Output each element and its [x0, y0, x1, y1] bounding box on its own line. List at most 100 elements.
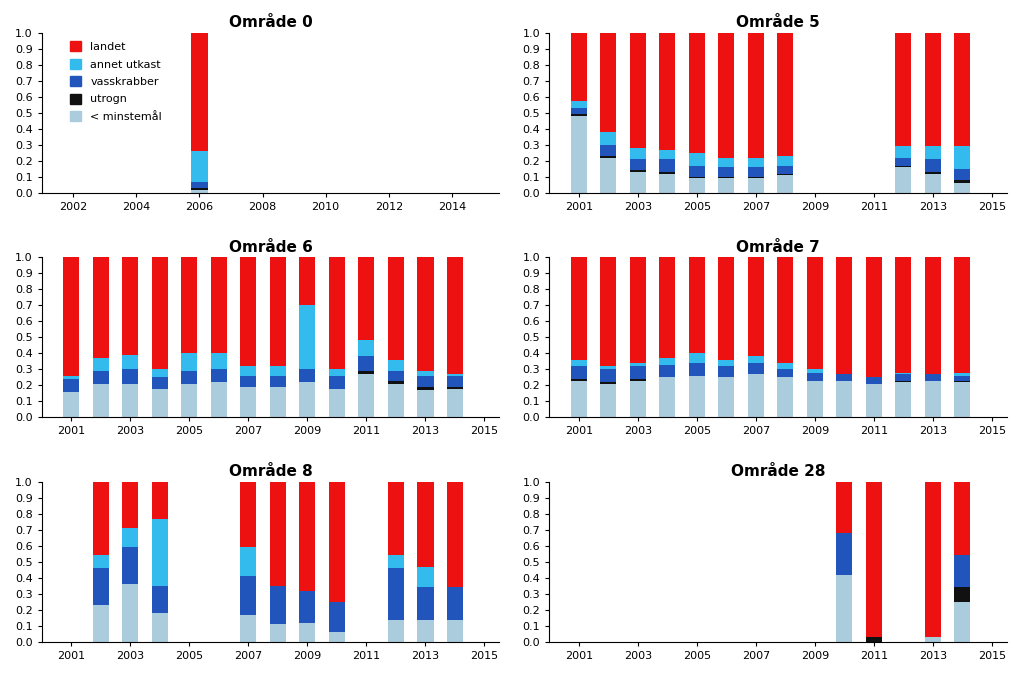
Bar: [600, 369, 616, 382]
Bar: [688, 257, 705, 354]
Bar: [600, 145, 616, 156]
Bar: [865, 384, 882, 417]
Bar: [837, 533, 852, 575]
Bar: [190, 189, 208, 193]
Bar: [181, 354, 198, 371]
Bar: [925, 482, 941, 637]
Bar: [241, 614, 256, 642]
Bar: [570, 360, 587, 366]
Bar: [954, 32, 971, 146]
Bar: [446, 387, 463, 389]
Bar: [358, 371, 375, 374]
Bar: [417, 587, 433, 619]
Bar: [954, 556, 971, 587]
Bar: [122, 584, 138, 642]
Bar: [954, 381, 971, 382]
Bar: [600, 382, 616, 384]
Bar: [600, 32, 616, 132]
Bar: [570, 379, 587, 381]
Bar: [600, 366, 616, 369]
Bar: [93, 569, 109, 605]
Bar: [211, 369, 227, 382]
Bar: [241, 387, 256, 417]
Bar: [299, 306, 315, 369]
Bar: [241, 482, 256, 548]
Bar: [837, 374, 852, 381]
Bar: [570, 257, 587, 360]
Bar: [329, 376, 345, 389]
Bar: [181, 371, 198, 384]
Bar: [570, 366, 587, 379]
Bar: [925, 159, 941, 172]
Bar: [954, 382, 971, 417]
Bar: [718, 32, 734, 158]
Bar: [299, 623, 315, 642]
Bar: [777, 257, 794, 363]
Bar: [630, 32, 646, 148]
Bar: [865, 482, 882, 637]
Bar: [122, 528, 138, 548]
Bar: [718, 178, 734, 193]
Bar: [446, 587, 463, 619]
Bar: [152, 482, 168, 518]
Bar: [895, 382, 911, 417]
Bar: [954, 180, 971, 183]
Bar: [718, 377, 734, 417]
Bar: [388, 482, 404, 556]
Bar: [895, 372, 911, 374]
Bar: [93, 371, 109, 384]
Bar: [954, 482, 971, 556]
Bar: [211, 354, 227, 369]
Bar: [837, 482, 852, 533]
Bar: [570, 108, 587, 114]
Title: Område 8: Område 8: [228, 464, 312, 479]
Bar: [190, 182, 208, 188]
Bar: [152, 518, 168, 586]
Bar: [630, 379, 646, 381]
Bar: [63, 379, 80, 392]
Bar: [688, 32, 705, 153]
Bar: [659, 358, 676, 364]
Bar: [954, 169, 971, 180]
Bar: [659, 172, 676, 174]
Bar: [417, 390, 433, 417]
Bar: [748, 167, 764, 176]
Bar: [93, 257, 109, 358]
Bar: [329, 389, 345, 417]
Bar: [688, 363, 705, 376]
Bar: [329, 369, 345, 376]
Bar: [954, 376, 971, 381]
Bar: [954, 257, 971, 372]
Bar: [748, 363, 764, 374]
Bar: [954, 183, 971, 193]
Bar: [152, 389, 168, 417]
Bar: [358, 356, 375, 371]
Bar: [122, 548, 138, 584]
Bar: [925, 146, 941, 159]
Bar: [837, 257, 852, 374]
Bar: [358, 374, 375, 417]
Bar: [181, 257, 198, 354]
Bar: [93, 605, 109, 642]
Bar: [600, 158, 616, 193]
Bar: [954, 602, 971, 642]
Bar: [93, 482, 109, 556]
Bar: [807, 381, 823, 417]
Bar: [925, 381, 941, 417]
Bar: [241, 257, 256, 366]
Bar: [954, 587, 971, 602]
Bar: [446, 257, 463, 374]
Bar: [659, 32, 676, 149]
Bar: [152, 377, 168, 389]
Bar: [688, 153, 705, 166]
Bar: [93, 556, 109, 569]
Bar: [63, 376, 80, 379]
Bar: [388, 569, 404, 619]
Bar: [895, 381, 911, 382]
Bar: [630, 257, 646, 363]
Bar: [865, 257, 882, 377]
Bar: [299, 257, 315, 306]
Bar: [241, 576, 256, 614]
Bar: [777, 166, 794, 174]
Bar: [777, 363, 794, 369]
